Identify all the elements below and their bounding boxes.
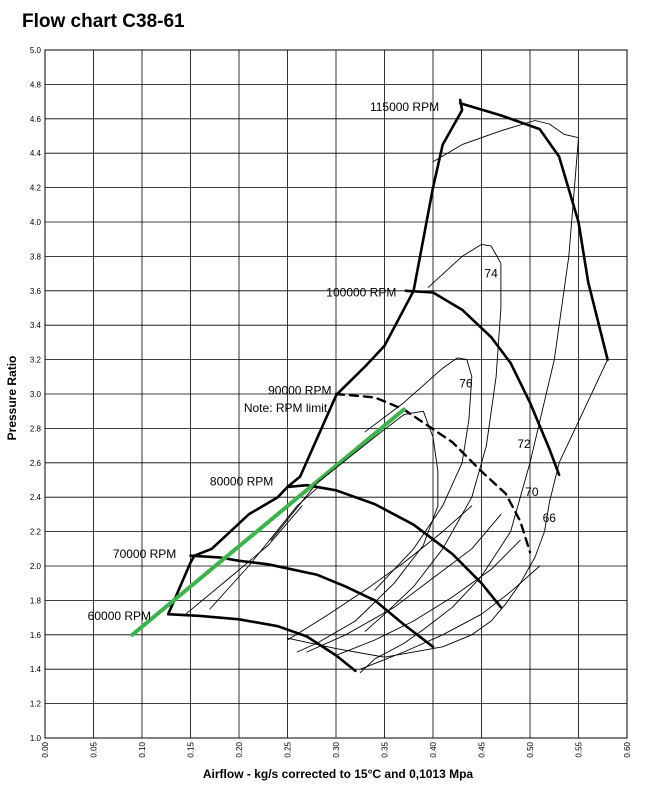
efficiency-island-line [209,488,318,610]
speed-label: 70000 RPM [113,547,176,561]
y-tick-label: 3.2 [30,356,42,365]
efficiency-label: 74 [484,267,498,281]
efficiency-island-line [287,359,609,658]
speed-label: 100000 RPM [326,286,396,300]
y-tick-label: 2.0 [30,562,42,571]
x-ticks: 0.00 0.05 0.10 0.15 0.20 0.25 0.30 0.35 0.40 0.45… [41,741,632,757]
x-tick-label: 0.35 [381,741,390,757]
speed-80000-line [286,483,503,609]
efficiency-label: 72 [517,437,531,451]
chart-title: Flow chart C38-61 [22,11,185,32]
x-tick-label: 0.30 [332,741,341,757]
x-axis-label: Airflow - kg/s corrected to 15°C and 0,1… [203,767,474,781]
speed-100000-line [404,289,561,477]
x-tick-label: 0.15 [187,741,196,757]
x-tick-label: 0.55 [575,741,584,757]
speed-label: 90000 RPM [268,384,331,398]
y-tick-label: 3.4 [30,321,42,330]
series-group [130,98,609,674]
y-tick-label: 3.6 [30,287,42,296]
y-tick-label: 2.4 [30,493,42,502]
efficiency-island-line [270,410,439,653]
x-tick-label: 0.50 [526,741,535,757]
choke-115000-line [458,102,609,361]
speed-label: 115000 RPM [370,100,439,114]
y-tick-label: 1.8 [30,596,42,605]
speed-label: Note: RPM limit [244,401,328,415]
efficiency-island-line [287,505,473,641]
x-tick-label: 0.00 [41,741,50,757]
efficiency-label: 76 [459,377,473,391]
x-tick-label: 0.05 [90,741,99,757]
engine-line-line [130,407,406,637]
x-tick-label: 0.60 [623,741,632,757]
y-tick-label: 4.0 [30,218,42,227]
x-tick-label: 0.10 [138,741,147,757]
annotation-labels: 60000 RPM 70000 RPM 80000 RPM 90000 RPM Note… [88,100,557,623]
y-tick-label: 2.6 [30,459,42,468]
efficiency-label: 66 [543,511,557,525]
efficiency-island-line [335,539,521,656]
speed-90000-limit-line [334,392,532,554]
y-tick-label: 5.0 [30,46,42,55]
speed-70000-line [189,554,435,649]
x-tick-label: 0.45 [478,741,487,757]
y-tick-label: 4.4 [30,149,42,158]
y-tick-label: 1.2 [30,700,42,709]
efficiency-label: 70 [525,485,539,499]
y-tick-label: 4.8 [30,80,42,89]
x-tick-label: 0.25 [284,741,293,757]
x-tick-label: 0.20 [235,741,244,757]
x-tick-label: 0.40 [429,741,438,757]
efficiency-island-line [364,357,473,591]
y-tick-label: 1.4 [30,665,42,674]
y-tick-label: 4.6 [30,115,42,124]
y-tick-label: 2.8 [30,424,42,433]
efficiency-island-line [364,243,502,632]
y-tick-label: 1.0 [30,734,42,743]
y-axis-label: Pressure Ratio [5,356,19,441]
y-tick-label: 2.2 [30,528,42,537]
surge-line-line [166,98,464,616]
efficiency-island-line [359,565,541,670]
y-ticks: 1.0 1.2 1.4 1.6 1.8 2.0 2.2 2.4 2.6 2.8 3.0 3.2 3.4 3… [30,46,42,743]
efficiency-island-line [306,513,502,653]
y-tick-label: 3.8 [30,252,42,261]
efficiency-island-line [185,505,303,615]
speed-label: 60000 RPM [88,609,151,623]
efficiency-island-line [432,120,579,163]
y-tick-label: 4.2 [30,184,42,193]
y-tick-label: 1.6 [30,631,42,640]
speed-label: 80000 RPM [210,475,273,489]
y-tick-label: 3.0 [30,390,42,399]
